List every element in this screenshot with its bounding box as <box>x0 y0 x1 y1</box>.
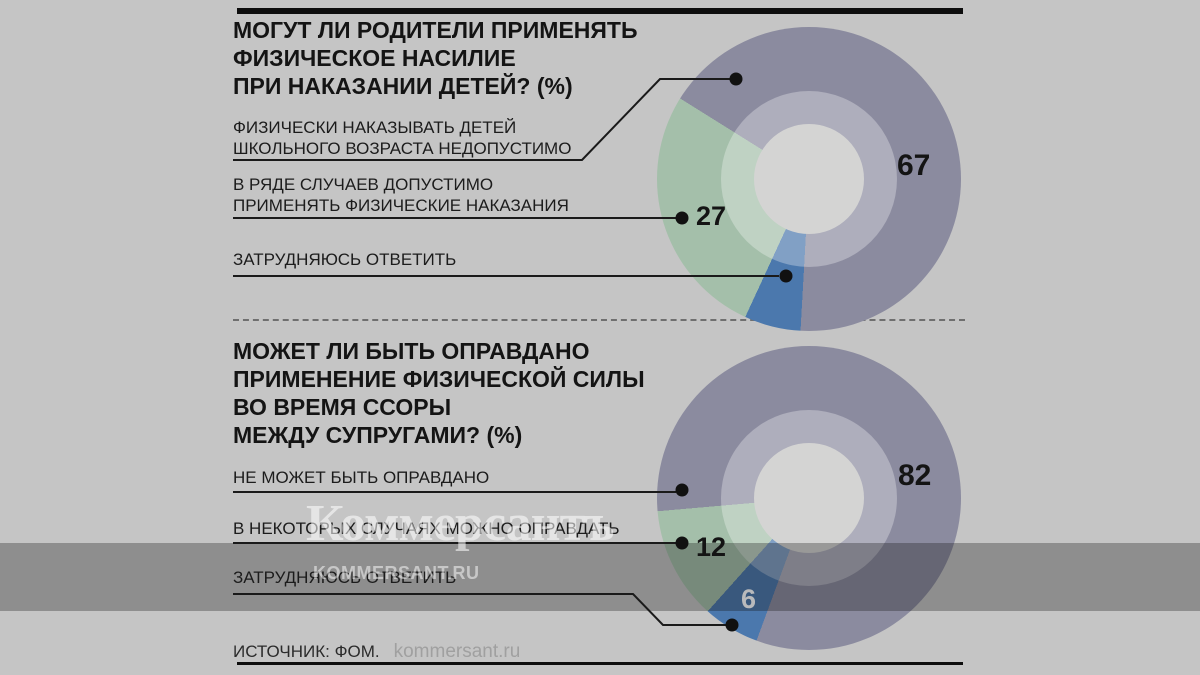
chart2-hole <box>754 443 864 553</box>
source-label: ИСТОЧНИК: ФОМ. <box>233 642 380 661</box>
bottom-rule <box>237 662 963 665</box>
chart2-value-3: 6 <box>741 584 757 614</box>
kommersant-url-watermark: KOMMERSANT.RU <box>313 563 480 583</box>
chart1-category-2: В РЯДЕ СЛУЧАЕВ ДОПУСТИМО ПРИМЕНЯТЬ ФИЗИЧ… <box>233 175 569 215</box>
source-row: ИСТОЧНИК: ФОМ. kommersant.ru <box>233 641 520 663</box>
chart2-category-3: ЗАТРУДНЯЮСЬ ОТВЕТИТЬ <box>233 568 457 587</box>
chart2-title: МОЖЕТ ЛИ БЫТЬ ОПРАВДАНО ПРИМЕНЕНИЕ ФИЗИЧ… <box>233 338 645 448</box>
chart1-hole <box>754 124 864 234</box>
top-rule <box>237 8 963 14</box>
chart1-value-2: 27 <box>696 201 727 231</box>
section-divider <box>233 319 965 321</box>
chart2-category-2: В НЕКОТОРЫХ СЛУЧАЯХ МОЖНО ОПРАВДАТЬ <box>233 519 620 538</box>
chart2-category-1: НЕ МОЖЕТ БЫТЬ ОПРАВДАНО <box>233 468 490 487</box>
kommersant-watermark: Коммерсантъ <box>306 495 614 552</box>
chart1-value-1: 67 <box>897 149 931 182</box>
chart2-value-1: 82 <box>898 459 932 492</box>
chart2-value-2: 12 <box>696 532 727 562</box>
watermark-band <box>0 543 1200 611</box>
chart1-title: МОГУТ ЛИ РОДИТЕЛИ ПРИМЕНЯТЬ ФИЗИЧЕСКОЕ Н… <box>233 17 638 99</box>
source-site-link[interactable]: kommersant.ru <box>393 641 521 662</box>
chart1-category-1: ФИЗИЧЕСКИ НАКАЗЫВАТЬ ДЕТЕЙ ШКОЛЬНОГО ВОЗ… <box>233 118 572 158</box>
chart1-donut <box>657 27 961 331</box>
chart1-category-3: ЗАТРУДНЯЮСЬ ОТВЕТИТЬ <box>233 250 457 269</box>
